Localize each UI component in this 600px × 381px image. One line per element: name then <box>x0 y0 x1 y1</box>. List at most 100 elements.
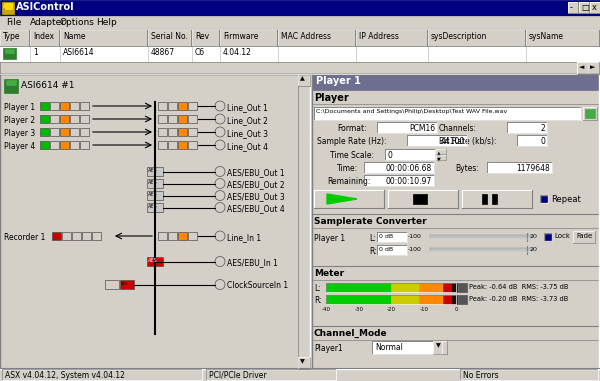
Bar <box>487 162 552 173</box>
Bar <box>436 149 446 154</box>
Text: Bytes:: Bytes: <box>455 164 479 173</box>
Text: ▼: ▼ <box>437 156 441 161</box>
Bar <box>52 232 61 240</box>
Text: 0: 0 <box>540 137 545 146</box>
Circle shape <box>215 166 225 176</box>
Bar <box>105 280 119 289</box>
Bar <box>168 232 177 240</box>
Text: x: x <box>592 3 597 12</box>
Text: Repeat: Repeat <box>551 195 581 204</box>
Bar <box>70 115 79 123</box>
Text: Serial No.: Serial No. <box>151 32 188 41</box>
Bar <box>158 115 167 123</box>
Text: sysDescription: sysDescription <box>431 32 487 41</box>
Bar <box>60 141 69 149</box>
Text: 00:00:10.97: 00:00:10.97 <box>386 177 432 186</box>
Text: 1: 1 <box>33 48 38 57</box>
Circle shape <box>215 202 225 213</box>
Bar <box>430 248 535 252</box>
Bar <box>6 80 16 85</box>
Text: 44100: 44100 <box>441 137 465 146</box>
Text: Lock: Lock <box>554 233 570 239</box>
Text: -100: -100 <box>408 247 422 252</box>
Bar <box>517 135 547 146</box>
Bar <box>0 0 600 16</box>
Bar <box>147 257 163 266</box>
Bar <box>50 102 59 110</box>
Text: Channels:: Channels: <box>439 124 477 133</box>
Text: Name: Name <box>63 32 86 41</box>
Bar <box>147 167 163 176</box>
Bar <box>92 232 101 240</box>
Bar <box>148 30 191 46</box>
Bar <box>462 190 532 208</box>
Text: AES/EBU_Out 4: AES/EBU_Out 4 <box>227 204 285 213</box>
Bar <box>4 3 12 5</box>
Text: 0 dB: 0 dB <box>379 247 393 252</box>
Bar <box>579 2 589 13</box>
Text: 4.04.12: 4.04.12 <box>223 48 252 57</box>
Bar <box>62 232 71 240</box>
Bar <box>5 49 14 53</box>
Text: ASI6614 #1: ASI6614 #1 <box>21 81 74 90</box>
Bar <box>178 102 187 110</box>
Bar <box>436 155 446 160</box>
Text: AES/EBU_Out 1: AES/EBU_Out 1 <box>227 168 284 177</box>
Text: Peak: -0.64 dB  RMS: -3.75 dB: Peak: -0.64 dB RMS: -3.75 dB <box>469 284 568 290</box>
Text: Samplerate Converter: Samplerate Converter <box>314 217 427 226</box>
Text: L:: L: <box>369 234 376 243</box>
Circle shape <box>215 280 225 290</box>
Bar <box>377 245 407 255</box>
Text: Player 4: Player 4 <box>4 142 35 151</box>
Bar <box>0 368 600 381</box>
Text: Line_Out 2: Line_Out 2 <box>227 116 268 125</box>
Text: -20: -20 <box>386 307 395 312</box>
Circle shape <box>215 114 225 124</box>
Text: Player1: Player1 <box>314 344 343 353</box>
Bar <box>391 295 419 304</box>
Text: 00:00:06.68: 00:00:06.68 <box>386 164 432 173</box>
Bar <box>60 128 69 136</box>
Bar <box>147 203 163 212</box>
Bar <box>460 369 598 380</box>
Text: -40: -40 <box>322 307 331 312</box>
Bar <box>3 48 16 59</box>
Bar <box>168 115 177 123</box>
Bar <box>298 357 310 369</box>
Bar <box>206 369 336 380</box>
Text: -: - <box>570 3 573 12</box>
Bar <box>168 128 177 136</box>
Text: Normal: Normal <box>375 343 403 352</box>
Bar <box>540 195 548 203</box>
Text: 2: 2 <box>540 124 545 133</box>
Bar <box>178 115 187 123</box>
Bar <box>0 30 29 46</box>
Text: Peak: -0.20 dB  RMS: -3.73 dB: Peak: -0.20 dB RMS: -3.73 dB <box>469 296 568 302</box>
Bar <box>356 30 427 46</box>
Text: MAC Address: MAC Address <box>281 32 331 41</box>
Bar <box>60 115 69 123</box>
Text: C:\Documents and Settings\Philip\Desktop\Test WAV File.wav: C:\Documents and Settings\Philip\Desktop… <box>316 109 507 114</box>
Text: Fade: Fade <box>576 233 592 239</box>
Bar <box>278 30 355 46</box>
Circle shape <box>215 179 225 189</box>
Bar <box>178 232 187 240</box>
Text: Sample Rate (Hz):: Sample Rate (Hz): <box>317 137 386 146</box>
Text: Player 1: Player 1 <box>4 103 35 112</box>
Bar <box>80 102 89 110</box>
Text: AES/EBU_Out 3: AES/EBU_Out 3 <box>227 192 285 201</box>
Bar <box>385 149 435 160</box>
Text: No Errors: No Errors <box>463 371 499 380</box>
Bar <box>312 74 599 369</box>
Bar <box>482 194 487 204</box>
Text: C6: C6 <box>195 48 205 57</box>
Bar <box>188 128 197 136</box>
Bar <box>407 135 467 146</box>
Bar <box>188 141 197 149</box>
Text: src: src <box>121 281 128 286</box>
Circle shape <box>215 101 225 111</box>
Text: PCI/PCIe Driver: PCI/PCIe Driver <box>209 371 266 380</box>
Bar <box>443 295 452 304</box>
Text: Line_Out 4: Line_Out 4 <box>227 142 268 151</box>
Bar <box>298 74 310 369</box>
